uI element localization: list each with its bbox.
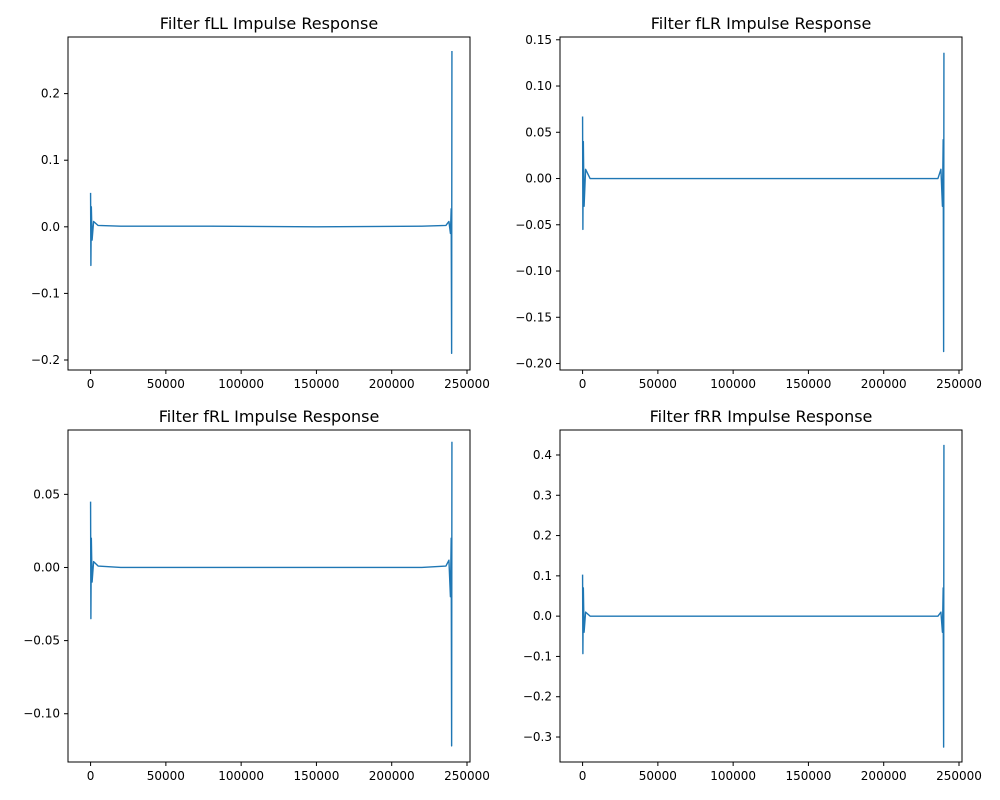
y-tick-label: 0.1 bbox=[533, 569, 552, 583]
x-tick-label: 100000 bbox=[218, 377, 264, 391]
x-tick-label: 150000 bbox=[294, 769, 340, 783]
x-tick-label: 100000 bbox=[218, 769, 264, 783]
panel-fll: Filter fLL Impulse Response 0 50000 100000… bbox=[31, 14, 490, 391]
y-tick-label: −0.1 bbox=[31, 286, 60, 300]
panel-title: Filter fLL Impulse Response bbox=[160, 14, 378, 33]
axes-frame bbox=[67, 429, 471, 763]
x-tick-label: 150000 bbox=[294, 377, 340, 391]
panel-title: Filter fLR Impulse Response bbox=[651, 14, 872, 33]
tick-group: 0 50000 100000 150000 200000 250000 −0.20 −0.15… bbox=[515, 33, 982, 391]
impulse-response-line bbox=[581, 52, 945, 353]
y-tick-label: 0.05 bbox=[33, 487, 60, 501]
y-tick-label: −0.10 bbox=[23, 707, 60, 721]
y-tick-label: −0.10 bbox=[515, 264, 552, 278]
axes-frame bbox=[559, 429, 963, 763]
panel-flr: Filter fLR Impulse Response 0 50000 100000… bbox=[515, 14, 982, 391]
x-tick-label: 50000 bbox=[147, 377, 185, 391]
y-tick-label: −0.2 bbox=[31, 353, 60, 367]
impulse-response-line bbox=[581, 444, 945, 748]
x-tick-label: 150000 bbox=[786, 769, 832, 783]
x-tick-label: 250000 bbox=[444, 377, 490, 391]
x-tick-label: 100000 bbox=[710, 769, 756, 783]
y-tick-label: 0.00 bbox=[525, 172, 552, 186]
x-tick-label: 50000 bbox=[639, 377, 677, 391]
x-tick-label: 50000 bbox=[147, 769, 185, 783]
x-tick-label: 200000 bbox=[861, 769, 907, 783]
x-tick-label: 0 bbox=[87, 377, 95, 391]
y-tick-label: −0.20 bbox=[515, 357, 552, 371]
x-tick-label: 0 bbox=[579, 377, 587, 391]
x-tick-label: 0 bbox=[579, 769, 587, 783]
y-tick-label: 0.0 bbox=[533, 609, 552, 623]
y-tick-label: 0.3 bbox=[533, 488, 552, 502]
y-tick-label: 0.00 bbox=[33, 560, 60, 574]
x-tick-label: 200000 bbox=[369, 377, 415, 391]
x-tick-label: 200000 bbox=[369, 769, 415, 783]
tick-group: 0 50000 100000 150000 200000 250000 −0.10 −0.05… bbox=[23, 487, 490, 783]
tick-group: 0 50000 100000 150000 200000 250000 −0.2 −0.1 0.… bbox=[31, 87, 490, 391]
y-tick-label: −0.3 bbox=[523, 730, 552, 744]
x-tick-label: 200000 bbox=[861, 377, 907, 391]
y-tick-label: 0.05 bbox=[525, 125, 552, 139]
x-tick-label: 250000 bbox=[936, 377, 982, 391]
y-tick-label: 0.4 bbox=[533, 448, 552, 462]
y-tick-label: 0.2 bbox=[41, 87, 60, 101]
y-tick-label: 0.1 bbox=[41, 153, 60, 167]
x-tick-label: 250000 bbox=[444, 769, 490, 783]
x-tick-label: 250000 bbox=[936, 769, 982, 783]
x-tick-label: 150000 bbox=[786, 377, 832, 391]
impulse-response-line bbox=[89, 50, 453, 355]
x-tick-label: 100000 bbox=[710, 377, 756, 391]
y-tick-label: −0.05 bbox=[515, 218, 552, 232]
y-tick-label: 0.15 bbox=[525, 33, 552, 47]
axes-frame bbox=[559, 36, 963, 371]
x-tick-label: 50000 bbox=[639, 769, 677, 783]
y-tick-label: 0.2 bbox=[533, 529, 552, 543]
panel-frl: Filter fRL Impulse Response 0 50000 100000… bbox=[23, 407, 490, 783]
x-tick-label: 0 bbox=[87, 769, 95, 783]
panel-title: Filter fRR Impulse Response bbox=[650, 407, 873, 426]
y-tick-label: −0.15 bbox=[515, 310, 552, 324]
tick-group: 0 50000 100000 150000 200000 250000 −0.3 −0.2 −0… bbox=[523, 448, 982, 783]
panel-frr: Filter fRR Impulse Response 0 50000 100000… bbox=[523, 407, 982, 783]
y-tick-label: −0.1 bbox=[523, 649, 552, 663]
y-tick-label: −0.2 bbox=[523, 690, 552, 704]
axes-frame bbox=[67, 36, 471, 371]
y-tick-label: 0.10 bbox=[525, 79, 552, 93]
impulse-response-line bbox=[89, 441, 453, 747]
y-tick-label: −0.05 bbox=[23, 634, 60, 648]
panel-title: Filter fRL Impulse Response bbox=[159, 407, 380, 426]
y-tick-label: 0.0 bbox=[41, 220, 60, 234]
